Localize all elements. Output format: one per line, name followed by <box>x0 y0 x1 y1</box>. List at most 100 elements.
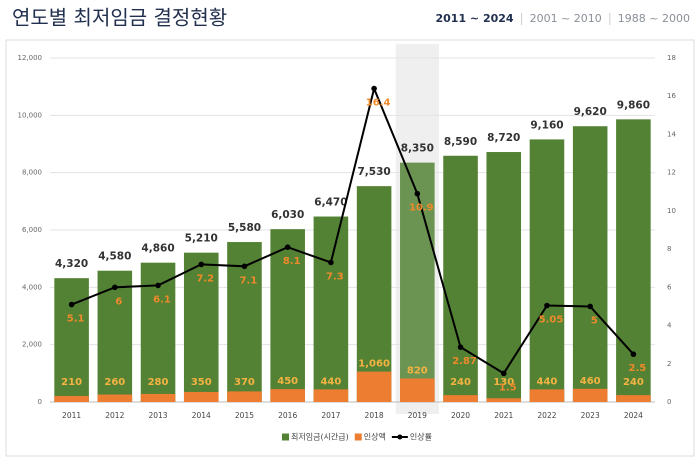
wage-bar <box>270 229 305 402</box>
rate-label: 5.1 <box>67 314 85 325</box>
rate-point <box>68 301 75 308</box>
x-tick-label: 2012 <box>105 411 124 420</box>
rate-label: 16.4 <box>366 98 391 109</box>
increase-label: 1,060 <box>358 359 390 370</box>
increase-label: 260 <box>104 377 125 388</box>
y2-tick-label: 12 <box>667 169 676 177</box>
increase-label: 210 <box>61 377 82 388</box>
rate-label: 5.05 <box>539 314 564 325</box>
y-tick-label: 12,000 <box>18 54 43 62</box>
rate-point <box>328 259 334 266</box>
rate-point <box>457 344 464 350</box>
increase-bar <box>183 391 219 402</box>
wage-label: 8,720 <box>487 132 520 144</box>
x-tick-label: 2022 <box>537 411 556 420</box>
increase-label: 240 <box>623 377 644 388</box>
rate-point <box>198 261 205 268</box>
y2-tick-label: 2 <box>667 360 671 368</box>
rate-line <box>71 85 635 375</box>
legend-label: 인상액 <box>364 432 386 442</box>
y-tick-label: 0 <box>38 398 42 406</box>
increase-bar <box>270 389 305 402</box>
rate-label: 2.87 <box>452 356 477 367</box>
legend-swatch <box>282 433 289 441</box>
x-tick-label: 2013 <box>148 411 167 420</box>
rate-label: 6.1 <box>153 294 171 305</box>
legend-swatch-point <box>397 434 403 440</box>
wage-bar <box>356 186 392 402</box>
chart-frame <box>5 39 695 457</box>
increase-label: 240 <box>450 377 471 388</box>
wage-bar <box>572 126 608 402</box>
increase-bar <box>54 395 89 402</box>
wage-label: 4,320 <box>55 258 88 270</box>
y2-tick-label: 6 <box>667 283 672 291</box>
y2-tick-label: 8 <box>667 245 671 253</box>
wage-label: 4,860 <box>141 243 174 255</box>
increase-bar <box>97 394 133 402</box>
x-tick-label: 2015 <box>235 411 254 420</box>
increase-bar <box>140 393 176 402</box>
y2-tick-label: 18 <box>667 54 676 62</box>
increase-bar <box>616 395 651 402</box>
wage-label: 5,580 <box>228 222 261 234</box>
wage-label: 4,580 <box>98 251 131 263</box>
range-tab[interactable]: 2011 ~ 2024 <box>435 12 513 25</box>
rate-point <box>630 351 637 358</box>
rate-point <box>544 302 550 309</box>
x-tick-label: 2016 <box>278 411 297 420</box>
increase-bar <box>529 389 565 402</box>
increase-bar <box>443 395 478 402</box>
x-tick-label: 2023 <box>581 411 600 420</box>
wage-bar <box>400 162 435 402</box>
rate-label: 1.5 <box>499 382 517 393</box>
wage-label: 5,210 <box>185 233 218 245</box>
legend-label: 인상률 <box>410 432 432 442</box>
wage-label: 8,590 <box>444 136 477 148</box>
wage-label: 9,620 <box>574 106 607 118</box>
wage-label: 6,030 <box>271 209 304 221</box>
rate-point <box>112 284 118 291</box>
rate-point <box>284 244 291 250</box>
increase-bar <box>227 391 262 402</box>
increase-bar <box>313 389 349 402</box>
x-tick-label: 2014 <box>192 411 211 420</box>
increase-label: 440 <box>537 376 558 387</box>
rate-label: 7.3 <box>326 271 344 282</box>
increase-label: 440 <box>320 376 341 387</box>
wage-label: 8,350 <box>401 143 434 155</box>
wage-label: 9,160 <box>530 119 563 131</box>
range-tab[interactable]: 2001 ~ 2010 <box>530 12 602 25</box>
x-tick-label: 2011 <box>62 411 81 420</box>
legend-label: 최저임금(시간급) <box>291 432 349 442</box>
range-tab[interactable]: 1988 ~ 2000 <box>618 12 690 25</box>
rate-label: 7.2 <box>196 273 214 284</box>
x-tick-label: 2024 <box>624 411 643 420</box>
chart-title: 연도별 최저임금 결정현황 <box>12 6 227 30</box>
y2-tick-label: 0 <box>667 398 671 406</box>
y2-tick-label: 10 <box>667 207 676 215</box>
increase-label: 130 <box>493 377 514 388</box>
y-tick-label: 4,000 <box>22 283 42 291</box>
increase-label: 460 <box>580 376 601 387</box>
y-tick-label: 10,000 <box>18 111 43 119</box>
increase-bar <box>572 388 608 402</box>
wage-label: 7,530 <box>357 166 390 178</box>
y-tick-label: 8,000 <box>22 169 42 177</box>
y-tick-label: 2,000 <box>22 341 42 349</box>
x-tick-label: 2017 <box>321 411 340 420</box>
wage-label: 9,860 <box>617 99 650 111</box>
increase-bar <box>400 378 435 402</box>
wage-bar <box>616 119 651 402</box>
rate-label: 6 <box>115 296 122 307</box>
rate-label: 2.5 <box>629 363 647 374</box>
wage-bar <box>486 152 522 402</box>
rate-point <box>500 370 507 377</box>
increase-label: 370 <box>234 377 255 388</box>
rate-label: 7.1 <box>240 275 258 286</box>
wage-bar <box>54 278 89 402</box>
x-tick-label: 2020 <box>451 411 470 420</box>
rate-point <box>587 303 593 310</box>
increase-label: 820 <box>407 365 428 376</box>
